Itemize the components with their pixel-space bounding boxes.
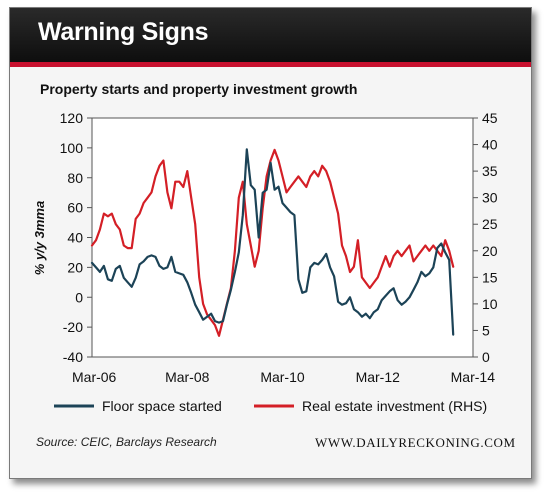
x-tick-label: Mar-12: [356, 369, 401, 385]
x-tick-label: Mar-06: [72, 369, 117, 385]
right-tick-label: 0: [482, 349, 490, 365]
left-tick-label: -20: [63, 319, 83, 335]
plot-area: [91, 117, 474, 358]
legend-label-real-estate: Real estate investment (RHS): [302, 398, 487, 414]
left-tick-label: 20: [67, 259, 83, 275]
right-tick-label: 10: [482, 296, 498, 312]
series-line-floor-space: [90, 148, 455, 336]
left-tick-label: 60: [67, 200, 83, 216]
source-note: Source: CEIC, Barclays Research: [36, 435, 217, 449]
chart-subtitle: Property starts and property investment …: [40, 81, 358, 97]
right-tick-label: 30: [482, 190, 498, 206]
x-tick-label: Mar-08: [165, 369, 210, 385]
right-tick-label: 25: [482, 216, 498, 232]
left-tick-label: 120: [60, 110, 84, 126]
right-tick-label: 20: [482, 243, 498, 259]
left-tick-label: 40: [67, 230, 83, 246]
chart-header-title: Warning Signs: [38, 18, 209, 46]
left-axis-label: % y/y 3mma: [32, 201, 47, 275]
left-tick-label: 80: [67, 170, 83, 186]
left-tick-label: -40: [63, 349, 83, 365]
right-axis: 45 40 35 30 25 20 15 10 5 0: [473, 110, 498, 365]
left-tick-label: 0: [75, 289, 83, 305]
x-tick-label: Mar-14: [451, 369, 496, 385]
left-axis: 120 100 80 60 40 20 0 -20 -40: [60, 110, 92, 365]
line-chart: 120 100 80 60 40 20 0 -20 -40 45 40 35 30 25 20 15 10 5 0…: [32, 110, 498, 414]
legend-label-floor-space: Floor space started: [102, 398, 222, 414]
right-tick-label: 5: [482, 322, 490, 338]
x-axis: Mar-06 Mar-08 Mar-10 Mar-12 Mar-14: [72, 369, 495, 385]
right-tick-label: 40: [482, 137, 498, 153]
x-tick-label: Mar-10: [260, 369, 305, 385]
right-tick-label: 15: [482, 269, 498, 285]
header-band: Warning Signs: [10, 8, 531, 67]
legend: Floor space started Real estate investme…: [54, 398, 487, 414]
chart-card: Warning Signs Property starts and proper…: [9, 7, 532, 479]
series-layer: [90, 148, 455, 337]
website-credit: WWW.DAILYRECKONING.COM: [315, 435, 516, 450]
right-tick-label: 45: [482, 110, 498, 126]
right-tick-label: 35: [482, 163, 498, 179]
left-tick-label: 100: [60, 140, 84, 156]
series-line-real-estate: [90, 148, 455, 337]
